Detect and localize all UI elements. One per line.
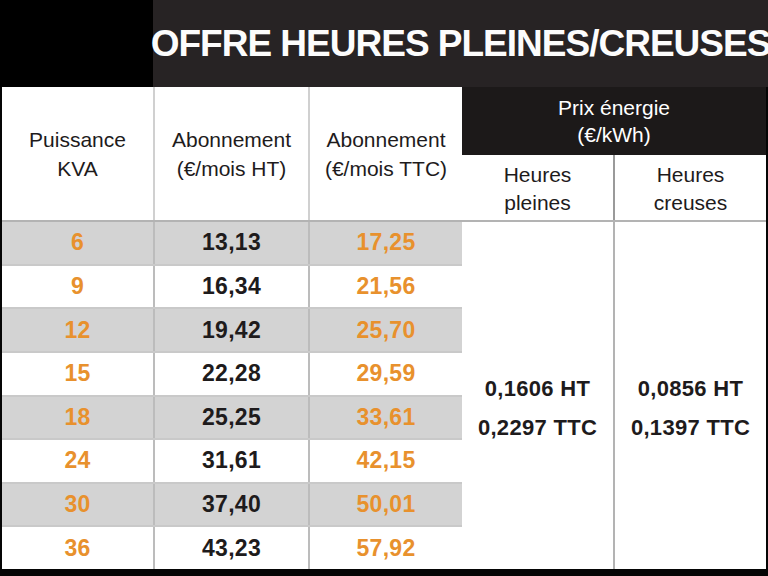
kva-value: 36 xyxy=(2,527,155,569)
energy-prices-panel: 0,1606 HT 0,2297 TTC 0,0856 HT 0,1397 TT… xyxy=(462,220,766,569)
creuses-ht-price: 0,0856 HT xyxy=(638,376,743,402)
header-abonnement-ht: Abonnement (€/mois HT) xyxy=(155,87,310,222)
abonnement-ht-value: 25,25 xyxy=(155,397,310,439)
table-row: 6 13,13 17,25 xyxy=(2,222,462,266)
abonnement-ht-value: 16,34 xyxy=(155,266,310,308)
kva-value: 6 xyxy=(2,222,155,264)
header-heures-pleines: Heures pleines xyxy=(462,155,613,222)
abonnement-ht-value: 43,23 xyxy=(155,527,310,569)
kva-value: 24 xyxy=(2,440,155,482)
abonnement-ttc-value: 50,01 xyxy=(310,484,462,526)
abonnement-ttc-value: 29,59 xyxy=(310,353,462,395)
table-row: 30 37,40 50,01 xyxy=(2,484,462,528)
kva-value: 15 xyxy=(2,353,155,395)
header-puissance-kva: Puissance KVA xyxy=(2,87,155,222)
creuses-ttc-price: 0,1397 TTC xyxy=(631,415,750,441)
banner-black-block xyxy=(0,0,153,87)
kva-value: 18 xyxy=(2,397,155,439)
abonnement-ht-value: 37,40 xyxy=(155,484,310,526)
abonnement-ht-value: 22,28 xyxy=(155,353,310,395)
table-body: 6 13,13 17,25 9 16,34 21,56 12 19,42 25,… xyxy=(2,220,462,569)
table-row: 36 43,23 57,92 xyxy=(2,527,462,569)
header-abonnement-ttc: Abonnement (€/mois TTC) xyxy=(310,87,462,222)
table-header-left: Puissance KVA Abonnement (€/mois HT) Abo… xyxy=(2,87,462,222)
kva-value: 9 xyxy=(2,266,155,308)
abonnement-ttc-value: 42,15 xyxy=(310,440,462,482)
title-banner: OFFRE HEURES PLEINES/CREUSES xyxy=(0,0,768,87)
page-title: OFFRE HEURES PLEINES/CREUSES xyxy=(153,0,768,87)
table-row: 12 19,42 25,70 xyxy=(2,309,462,353)
table-row: 9 16,34 21,56 xyxy=(2,266,462,310)
abonnement-ttc-value: 25,70 xyxy=(310,309,462,351)
table-row: 24 31,61 42,15 xyxy=(2,440,462,484)
abonnement-ttc-value: 17,25 xyxy=(310,222,462,264)
header-heures-row: Heures pleines Heures creuses xyxy=(462,155,766,222)
pricing-table-graphic: OFFRE HEURES PLEINES/CREUSES Puissance K… xyxy=(0,0,768,576)
kva-value: 30 xyxy=(2,484,155,526)
abonnement-ht-value: 13,13 xyxy=(155,222,310,264)
abonnement-ht-value: 31,61 xyxy=(155,440,310,482)
header-heures-creuses: Heures creuses xyxy=(613,155,766,222)
kva-value: 12 xyxy=(2,309,155,351)
pleines-ht-price: 0,1606 HT xyxy=(485,376,590,402)
abonnement-ttc-value: 57,92 xyxy=(310,527,462,569)
abonnement-ttc-value: 21,56 xyxy=(310,266,462,308)
table-row: 18 25,25 33,61 xyxy=(2,397,462,441)
heures-creuses-prices: 0,0856 HT 0,1397 TTC xyxy=(613,222,766,569)
table-row: 15 22,28 29,59 xyxy=(2,353,462,397)
abonnement-ht-value: 19,42 xyxy=(155,309,310,351)
heures-pleines-prices: 0,1606 HT 0,2297 TTC xyxy=(462,222,613,569)
pleines-ttc-price: 0,2297 TTC xyxy=(478,415,597,441)
abonnement-ttc-value: 33,61 xyxy=(310,397,462,439)
header-prix-energie: Prix énergie (€/kWh) xyxy=(462,87,766,155)
